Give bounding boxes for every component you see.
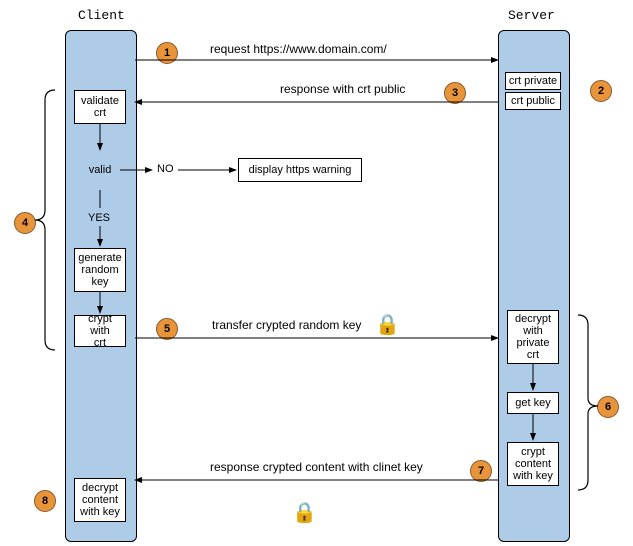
step-1: 1	[156, 42, 178, 64]
step-6: 6	[597, 396, 619, 418]
crypt-with-crt-box: crypt with crt	[74, 315, 126, 347]
no-label: NO	[157, 163, 174, 175]
crypt-content-box: crypt content with key	[507, 442, 559, 486]
decrypt-content-box: decrypt content with key	[74, 478, 126, 522]
yes-label: YES	[88, 212, 110, 224]
msg-3: response with crt public	[280, 82, 405, 96]
msg-5: transfer crypted random key	[212, 318, 361, 332]
lock-icon: 🔒	[292, 500, 317, 525]
msg-7: response crypted content with clinet key	[210, 460, 423, 474]
validate-crt-box: validate crt	[74, 90, 126, 124]
msg-1: request https://www.domain.com/	[210, 42, 387, 56]
step-7: 7	[470, 460, 492, 482]
step-2: 2	[590, 80, 612, 102]
valid-diamond: valid	[80, 150, 120, 190]
generate-random-key-box: generate random key	[74, 248, 126, 292]
step-3: 3	[444, 82, 466, 104]
step-5: 5	[156, 318, 178, 340]
client-title: Client	[78, 8, 125, 23]
server-title: Server	[508, 8, 555, 23]
crt-public-box: crt public	[505, 92, 561, 110]
display-warning-box: display https warning	[238, 158, 362, 182]
get-key-box: get key	[507, 392, 559, 414]
decrypt-private-crt-box: decrypt with private crt	[507, 310, 559, 364]
valid-label: valid	[89, 164, 112, 176]
step-4: 4	[14, 212, 36, 234]
crt-private-box: crt private	[505, 72, 561, 90]
step-8: 8	[34, 490, 56, 512]
lock-icon: 🔒	[375, 312, 400, 337]
